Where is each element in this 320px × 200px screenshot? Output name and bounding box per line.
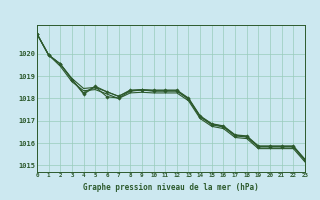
- X-axis label: Graphe pression niveau de la mer (hPa): Graphe pression niveau de la mer (hPa): [83, 183, 259, 192]
